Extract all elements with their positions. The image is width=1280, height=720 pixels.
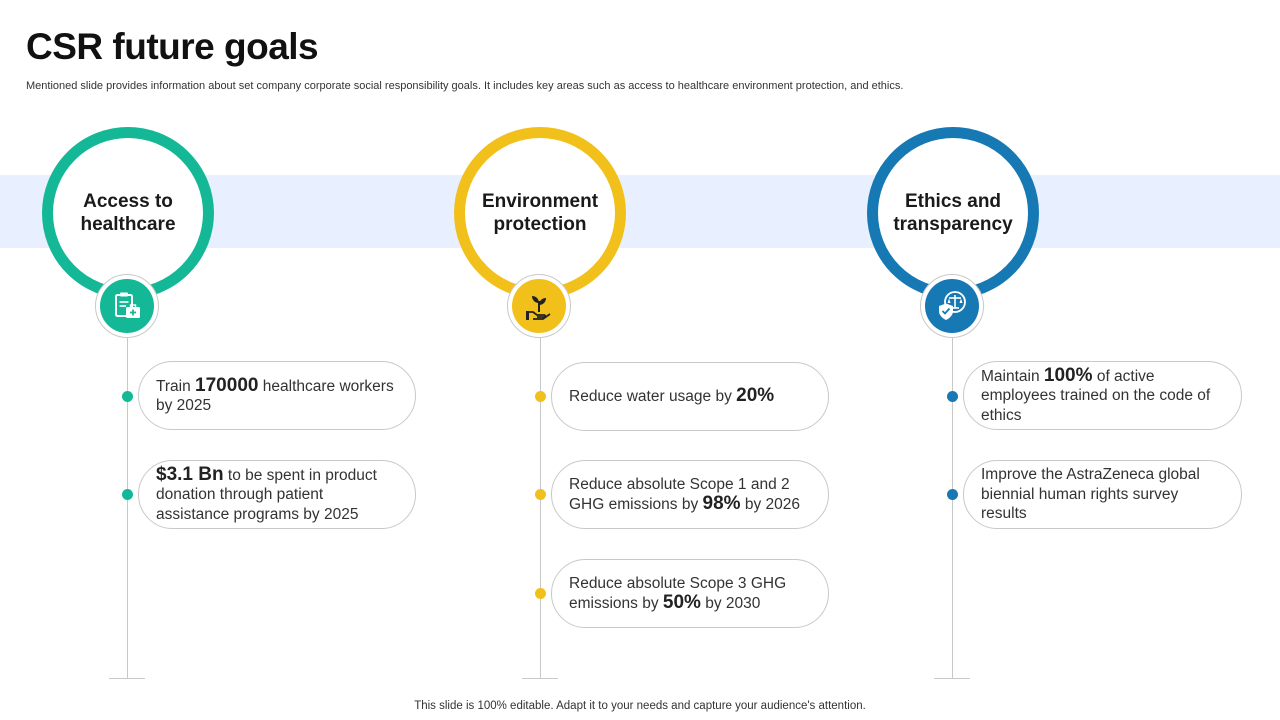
goal-card: Reduce absolute Scope 1 and 2 GHG emissi…	[551, 460, 829, 529]
plant-in-hand-icon	[512, 279, 566, 333]
footer-note: This slide is 100% editable. Adapt it to…	[414, 700, 866, 712]
goal-dot	[947, 391, 958, 402]
goal-card: Reduce water usage by 20%	[551, 362, 829, 431]
page-title: CSR future goals	[26, 26, 319, 67]
goal-text: Maintain 100% of active employees traine…	[981, 364, 1211, 424]
goal-dot	[122, 391, 133, 402]
goal-dot	[947, 489, 958, 500]
goal-dot	[535, 588, 546, 599]
page-subtitle: Mentioned slide provides information abo…	[26, 80, 904, 92]
category-badge	[507, 274, 571, 338]
goal-card: Reduce absolute Scope 3 GHG emissions by…	[551, 559, 829, 628]
category-label: Access to healthcare	[80, 191, 176, 235]
category-badge	[920, 274, 984, 338]
goal-card: Train 170000 healthcare workers by 2025	[138, 361, 416, 430]
goal-text: Train 170000 healthcare workers by 2025	[156, 374, 394, 414]
goal-card: Maintain 100% of active employees traine…	[963, 361, 1242, 430]
category-label: Environment protection	[481, 191, 599, 235]
goal-text: Reduce absolute Scope 3 GHG emissions by…	[569, 574, 787, 613]
goal-dot	[535, 391, 546, 402]
goal-text: Reduce absolute Scope 1 and 2 GHG emissi…	[569, 475, 801, 514]
goal-text: Improve the AstraZeneca global biennial …	[981, 466, 1200, 523]
goal-dot	[122, 489, 133, 500]
timeline-base	[109, 678, 145, 679]
category-badge	[95, 274, 159, 338]
category-ring: Environment protection	[454, 127, 626, 299]
category-label: Ethics and transparency	[893, 191, 1013, 235]
goal-card: Improve the AstraZeneca global biennial …	[963, 460, 1242, 529]
scales-shield-icon	[925, 279, 979, 333]
timeline-base	[934, 678, 970, 679]
timeline-base	[522, 678, 558, 679]
goal-card: $3.1 Bn to be spent in product donation …	[138, 460, 416, 529]
goal-dot	[535, 489, 546, 500]
goal-text: Reduce water usage by 20%	[569, 385, 775, 407]
medical-clipboard-icon	[100, 279, 154, 333]
goal-text: $3.1 Bn to be spent in product donation …	[156, 463, 377, 523]
category-ring: Access to healthcare	[42, 127, 214, 299]
